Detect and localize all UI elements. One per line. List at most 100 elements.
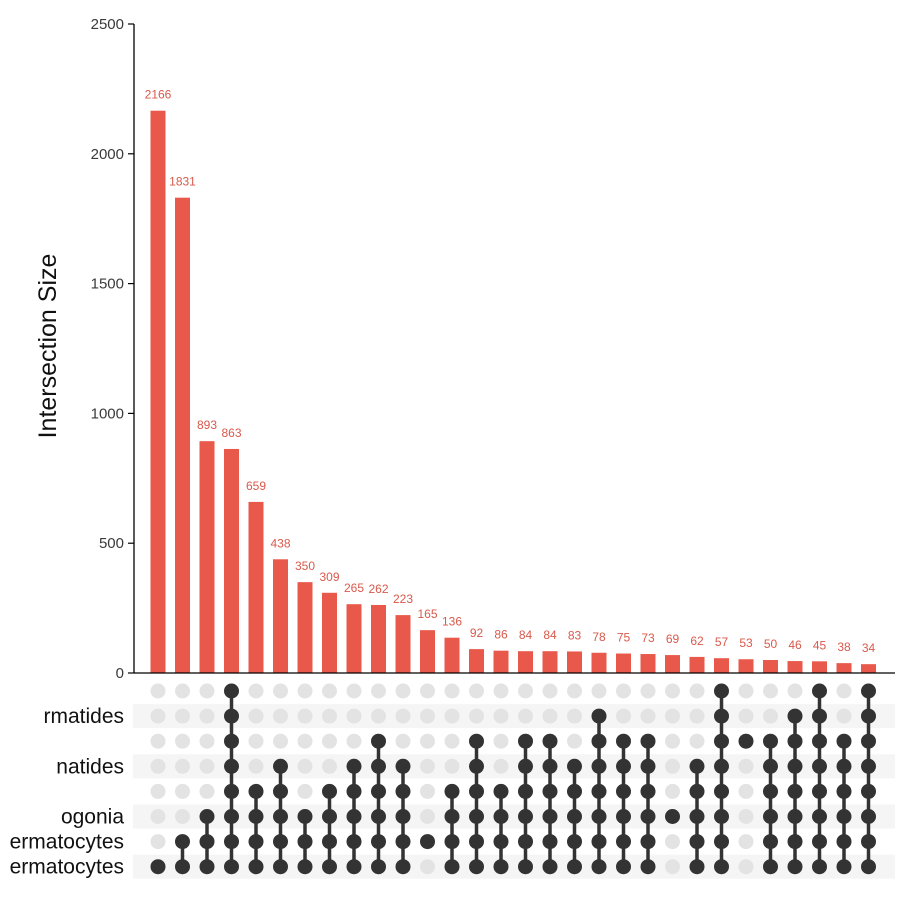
matrix-dot-active [322,809,337,824]
bar-value-label: 57 [715,635,729,649]
matrix-dot-active [836,809,852,824]
matrix-dot-inactive [371,683,386,699]
matrix-dot-active [640,834,656,850]
bar-value-label: 84 [519,628,533,642]
matrix-dot-inactive [150,783,166,799]
matrix-dot-active [346,783,362,799]
intersection-matrix [150,683,876,875]
matrix-dot-active [640,783,656,799]
matrix-dot-inactive [322,708,337,724]
matrix-dot-inactive [248,708,264,724]
bar [444,637,460,673]
matrix-dot-inactive [738,758,754,774]
matrix-dot-inactive [542,708,558,724]
matrix-dot-inactive [689,733,705,749]
matrix-dot-active [689,809,705,824]
matrix-dot-active [714,783,729,799]
bar-value-label: 893 [197,418,217,432]
matrix-dot-active [861,859,876,875]
bar [861,664,876,673]
matrix-dot-active [689,758,705,774]
matrix-dot-active [469,783,484,799]
set-label: natides [56,755,124,778]
bar [420,630,435,673]
matrix-dot-active [518,733,533,749]
matrix-dot-active [371,809,386,824]
matrix-dot-active [763,834,778,850]
matrix-dot-inactive [395,733,411,749]
matrix-dot-active [469,758,484,774]
matrix-dot-active [444,834,460,850]
bar [812,661,827,673]
matrix-dot-active [371,783,386,799]
bar-value-label: 350 [295,559,315,573]
matrix-dot-active [542,809,558,824]
matrix-dot-active [861,783,876,799]
matrix-dot-active [567,809,582,824]
matrix-row-stripe [133,804,895,829]
matrix-dot-active [689,783,705,799]
matrix-dot-active [787,809,803,824]
matrix-dot-inactive [787,683,803,699]
matrix-dot-inactive [346,708,362,724]
matrix-dot-inactive [199,733,215,749]
matrix-dot-inactive [493,733,509,749]
matrix-dot-active [861,834,876,850]
matrix-dot-inactive [665,834,680,850]
bar [567,651,582,673]
matrix-dot-inactive [763,683,778,699]
matrix-dot-active [787,834,803,850]
matrix-dot-active [469,733,484,749]
bar [738,659,754,673]
set-labels: rmatidesnatidesogoniaermatocytesermatocy… [10,705,125,879]
matrix-dot-inactive [616,683,631,699]
matrix-dot-inactive [175,733,190,749]
matrix-dot-inactive [150,834,166,850]
matrix-dot-active [591,809,607,824]
y-tick-label: 2500 [91,16,124,33]
bar-value-label: 659 [246,479,266,493]
matrix-dot-active [738,733,754,749]
matrix-dot-active [591,834,607,850]
bar [469,649,484,673]
matrix-dot-active [640,809,656,824]
matrix-dot-active [493,809,509,824]
matrix-dot-inactive [273,708,288,724]
matrix-dot-inactive [420,859,435,875]
matrix-dot-active [714,733,729,749]
matrix-dot-active [861,809,876,824]
matrix-dot-inactive [567,683,582,699]
matrix-dot-inactive [175,683,190,699]
bar [175,197,190,673]
matrix-dot-inactive [346,733,362,749]
bar-value-label: 265 [344,581,364,595]
bar [322,592,337,673]
bar-value-label: 309 [319,570,339,584]
matrix-dot-inactive [420,683,435,699]
matrix-dot-active [395,834,411,850]
bar [493,650,509,673]
matrix-dot-active [640,859,656,875]
matrix-dot-active [346,809,362,824]
matrix-dot-inactive [420,809,435,824]
matrix-dot-inactive [175,783,190,799]
matrix-dot-active [395,809,411,824]
matrix-dot-inactive [297,683,313,699]
matrix-dot-active [199,859,215,875]
bar [714,658,729,673]
matrix-dot-inactive [493,683,509,699]
matrix-dot-active [616,859,631,875]
matrix-dot-inactive [738,809,754,824]
matrix-dot-inactive [420,733,435,749]
matrix-dot-active [787,733,803,749]
matrix-dot-active [518,834,533,850]
matrix-dot-active [640,758,656,774]
matrix-dot-inactive [297,783,313,799]
matrix-dot-inactive [567,733,582,749]
matrix-dot-active [224,733,239,749]
matrix-dot-active [273,783,288,799]
bar [371,604,386,673]
matrix-dot-active [616,783,631,799]
matrix-dot-inactive [616,708,631,724]
matrix-dot-active [616,733,631,749]
